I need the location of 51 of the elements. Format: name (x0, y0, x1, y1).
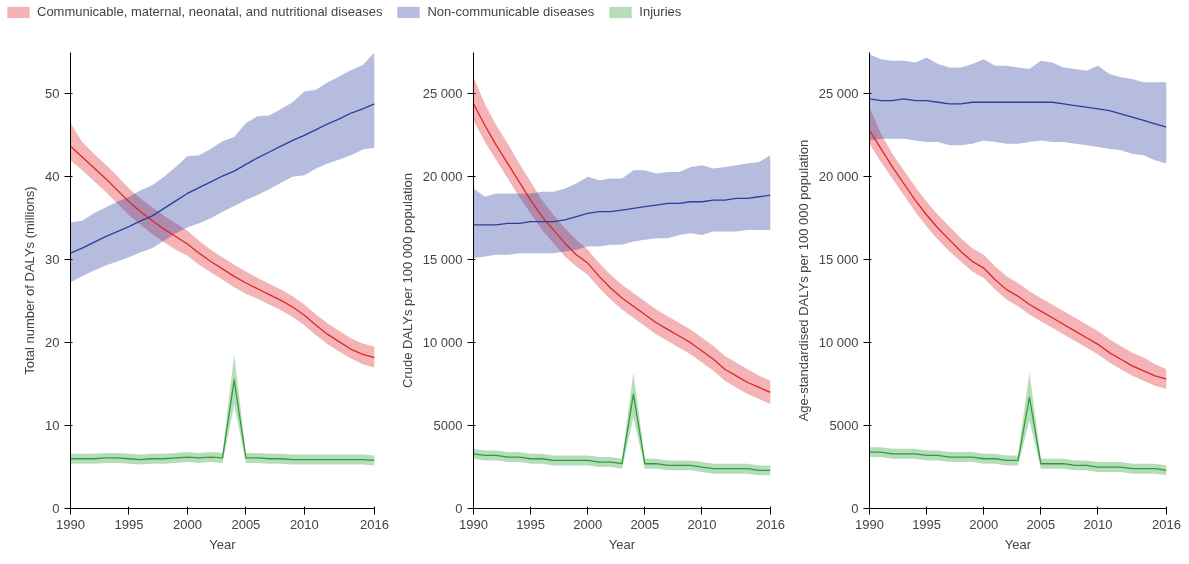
x-axis-title: Year (1004, 536, 1032, 552)
y-tick-label: 0 (52, 501, 60, 516)
x-tick-label: 1990 (56, 516, 85, 532)
x-tick-label: 2010 (289, 516, 319, 532)
y-tick-label: 0 (851, 501, 859, 516)
legend-label: Communicable, maternal, neonatal, and nutritional diseases (37, 4, 383, 19)
x-tick-label: 2000 (573, 516, 603, 532)
x-tick-label: 1990 (855, 516, 884, 532)
x-tick-label: 2010 (1083, 516, 1113, 532)
y-tick-label: 5000 (433, 418, 463, 434)
line-series (70, 379, 375, 462)
x-tick-label: 1995 (516, 516, 546, 532)
y-tick-label: 10 000 (422, 335, 463, 351)
y-tick-label: 5000 (829, 418, 859, 434)
y-tick-label: 20 (45, 335, 60, 351)
x-tick-label: 1990 (459, 516, 488, 532)
x-tick-label: 2000 (969, 516, 999, 532)
y-tick-label: 20 000 (422, 169, 463, 185)
legend-label: Injuries (639, 4, 682, 19)
x-tick-label: 2016 (1152, 516, 1181, 532)
y-tick-label: 15 000 (422, 252, 463, 268)
x-tick-label: 2000 (172, 516, 202, 532)
x-axis-title: Year (209, 536, 237, 552)
x-axis-title: Year (608, 536, 636, 552)
y-tick-label: 25 000 (422, 86, 463, 102)
legend-label: Non-communicable diseases (427, 4, 595, 19)
y-tick-label: 20 000 (818, 169, 859, 185)
y-tick-label: 10 000 (818, 335, 859, 351)
x-tick-label: 2016 (360, 516, 389, 532)
y-axis-title: Total number of DALYs (millions) (22, 186, 38, 375)
y-tick-label: 10 (45, 418, 60, 434)
y-tick-label: 0 (455, 501, 463, 516)
line-series (473, 194, 771, 226)
x-tick-label: 2005 (630, 516, 660, 532)
y-axis-title: Age-standardised DALYs per 100 000 population (795, 139, 811, 422)
x-tick-label: 2005 (1026, 516, 1056, 532)
line-series (70, 103, 375, 254)
x-tick-label: 2010 (687, 516, 717, 532)
y-tick-label: 30 (45, 252, 60, 268)
line-series (869, 396, 1167, 472)
y-tick-label: 25 000 (818, 86, 859, 102)
y-axis-title: Crude DALYs per 100 000 population (399, 172, 415, 389)
x-tick-label: 2016 (756, 516, 785, 532)
y-tick-label: 50 (45, 86, 60, 102)
y-tick-label: 40 (45, 169, 60, 185)
line-series (473, 393, 771, 472)
x-tick-label: 2005 (231, 516, 261, 532)
line-series (869, 98, 1167, 128)
x-tick-label: 1995 (114, 516, 144, 532)
y-tick-label: 15 000 (818, 252, 859, 268)
x-tick-label: 1995 (912, 516, 942, 532)
